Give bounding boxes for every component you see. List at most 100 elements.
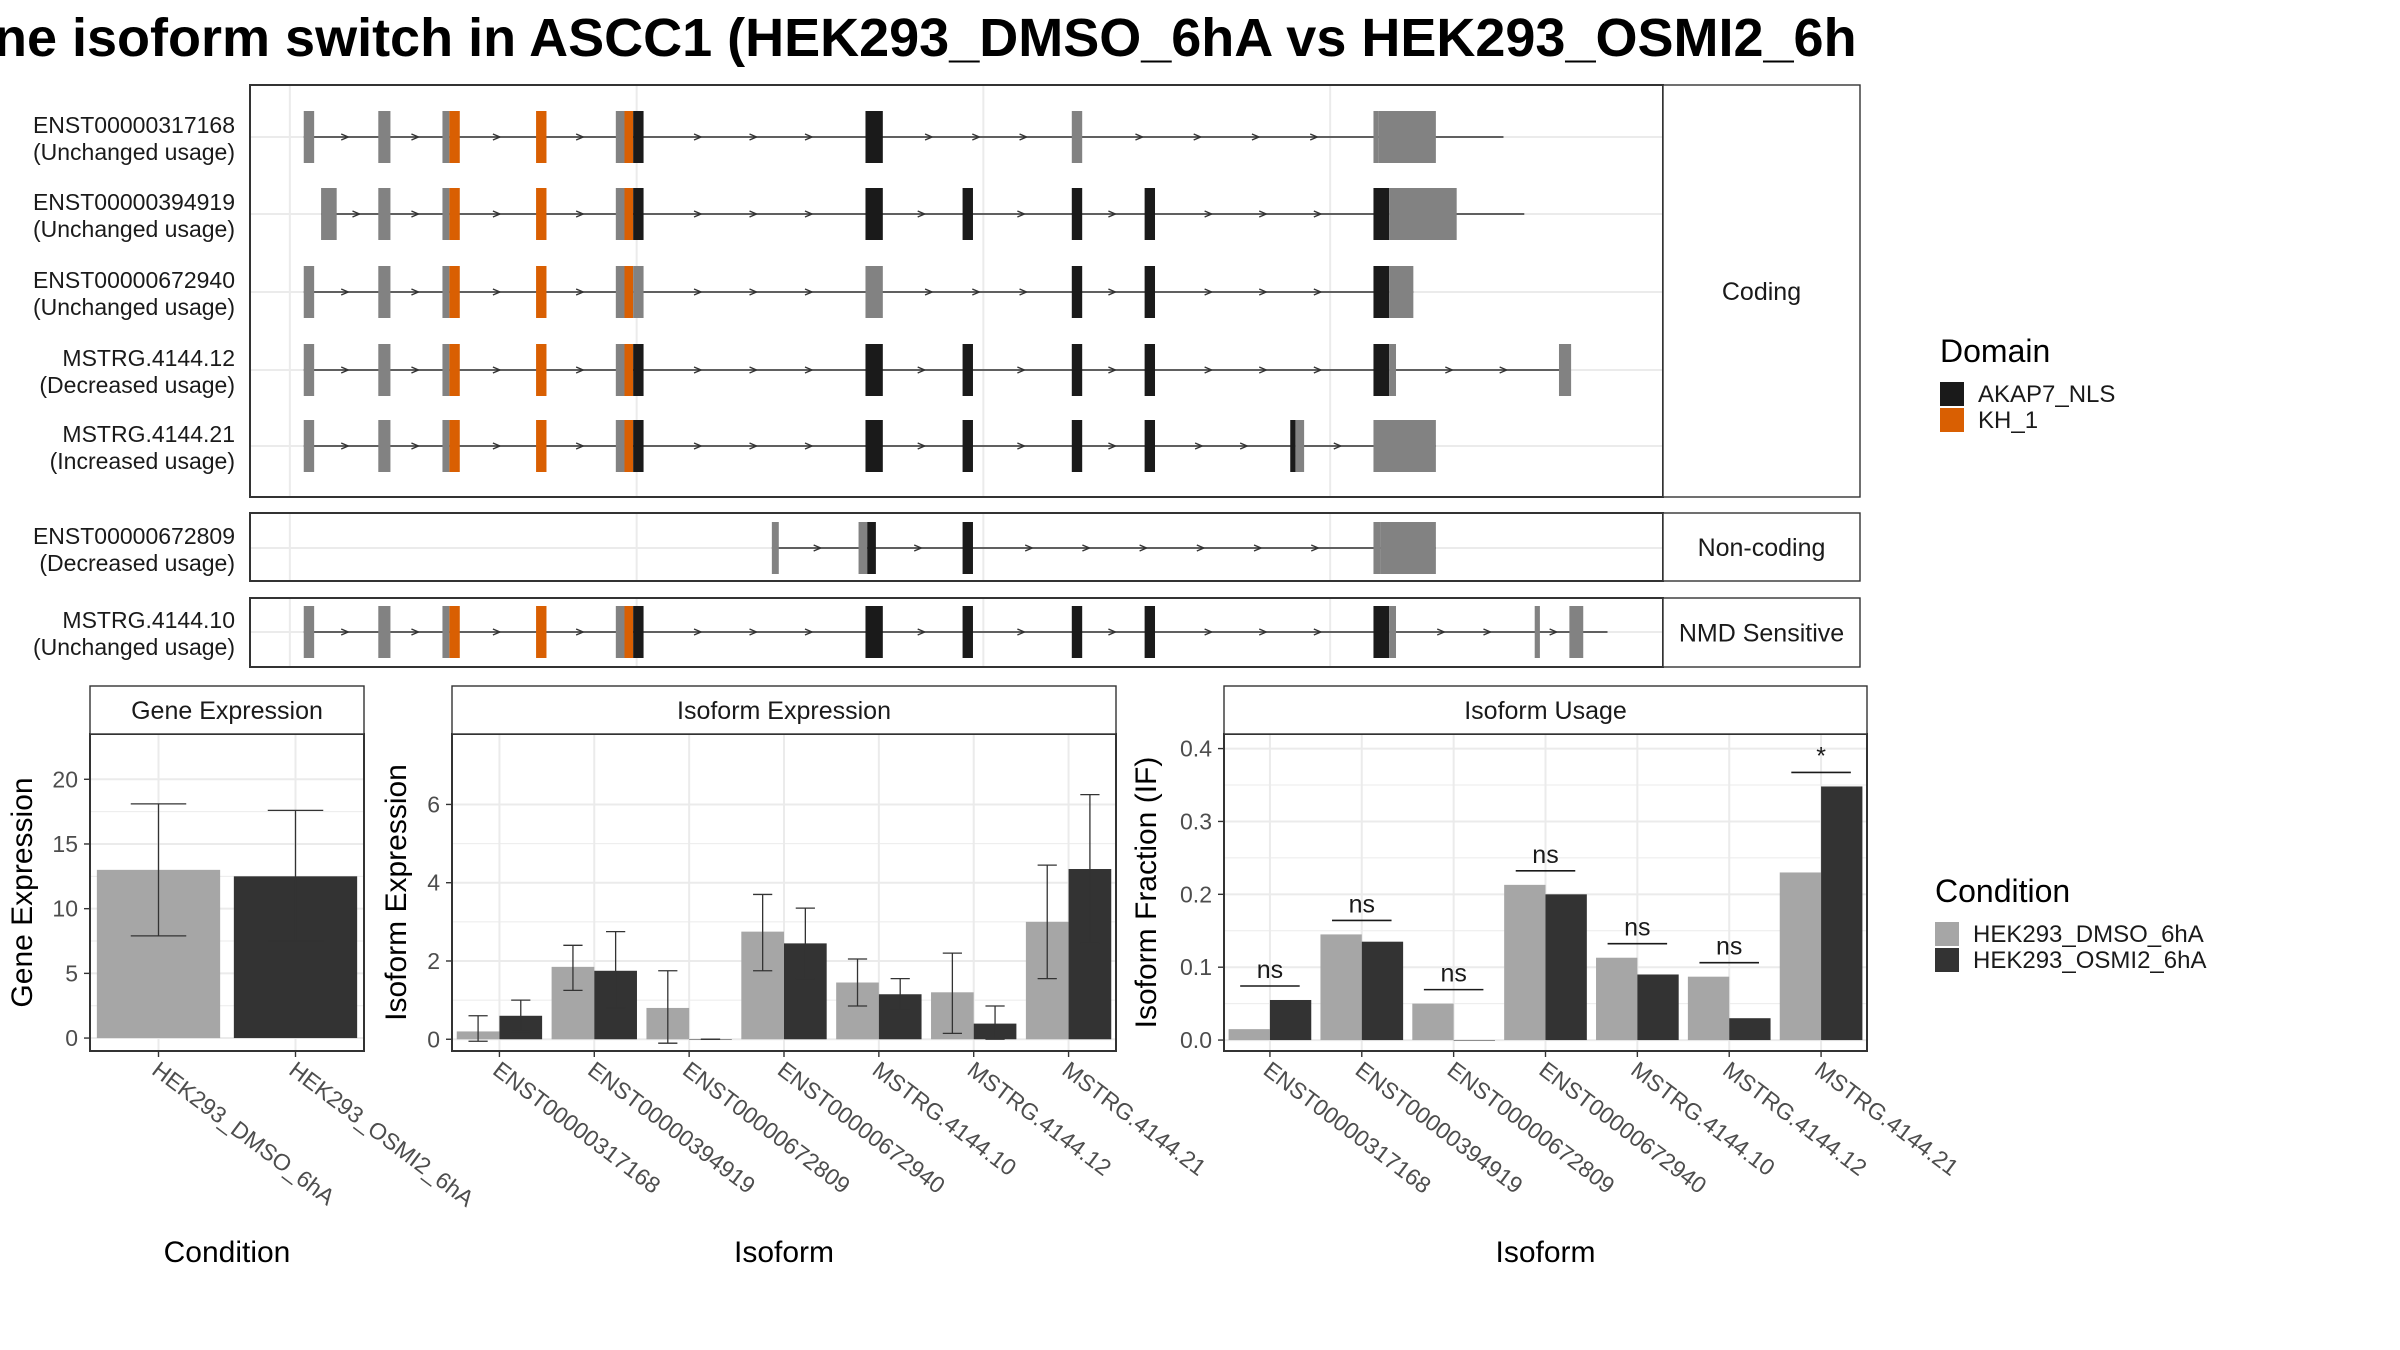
akap7-domain-exon xyxy=(1071,420,1083,472)
y-tick-label: 0.4 xyxy=(1180,736,1212,762)
transcript-id-label: ENST00000672809 xyxy=(33,523,235,549)
intron-direction-arrow xyxy=(1310,544,1321,552)
chart-1: Isoform Expression0246ENST00000317168ENS… xyxy=(380,685,1211,1269)
intron-direction-arrow xyxy=(749,442,759,450)
x-axis-title: Isoform xyxy=(1495,1236,1595,1269)
legend-key xyxy=(1940,408,1964,432)
intron-direction-arrow xyxy=(1204,366,1214,374)
exon xyxy=(303,266,315,318)
intron-direction-arrow xyxy=(340,366,351,374)
transcript-row xyxy=(303,606,1608,658)
facet-strip xyxy=(1662,597,1861,668)
transcript-usage-label: (Decreased usage) xyxy=(39,550,235,576)
kh-domain-exon xyxy=(624,188,634,240)
exon xyxy=(303,111,315,163)
x-tick-label: ENST00000394919 xyxy=(1351,1056,1528,1198)
transcript-usage-label: (Unchanged usage) xyxy=(33,139,235,165)
intron-direction-arrow xyxy=(411,133,421,141)
akap7-domain-exon xyxy=(962,522,973,574)
exon xyxy=(615,188,625,240)
intron-direction-arrow xyxy=(1204,288,1214,296)
intron-direction-arrow xyxy=(693,366,703,374)
intron-direction-arrow xyxy=(804,628,814,636)
x-tick-label: ENST00000672809 xyxy=(678,1056,855,1198)
bar xyxy=(1228,1029,1270,1041)
exon xyxy=(303,344,315,396)
intron-direction-arrow xyxy=(1436,628,1447,636)
intron-direction-arrow xyxy=(1258,366,1269,374)
y-tick-label: 0.2 xyxy=(1180,881,1212,907)
exon xyxy=(442,420,450,472)
akap7-domain-exon xyxy=(1144,266,1156,318)
intron-direction-arrow xyxy=(924,133,934,141)
intron-direction-arrow xyxy=(1258,628,1269,636)
exon xyxy=(771,522,779,574)
akap7-domain-exon xyxy=(865,606,883,658)
legend-label: KH_1 xyxy=(1978,407,2038,434)
exon xyxy=(1389,606,1397,658)
intron-direction-arrow xyxy=(575,628,585,636)
exon xyxy=(1373,111,1379,163)
intron-direction-arrow xyxy=(1258,288,1269,296)
intron-direction-arrow xyxy=(575,288,585,296)
exon xyxy=(378,606,391,658)
transcript-id-label: ENST00000394919 xyxy=(33,189,235,215)
intron-direction-arrow xyxy=(1108,288,1118,296)
exon xyxy=(1389,344,1397,396)
akap7-domain-exon xyxy=(1373,344,1390,396)
bar xyxy=(1412,1003,1454,1041)
intron-direction-arrow xyxy=(411,210,421,218)
intron-direction-arrow xyxy=(492,366,502,374)
intron-direction-arrow xyxy=(693,133,703,141)
x-tick-label: ENST00000394919 xyxy=(583,1056,760,1198)
legend-label: HEK293_DMSO_6hA xyxy=(1973,921,2204,948)
intron-direction-arrow xyxy=(1204,628,1214,636)
akap7-domain-exon xyxy=(1071,266,1083,318)
transcript-id-label: MSTRG.4144.10 xyxy=(62,607,235,633)
bar xyxy=(1545,894,1587,1041)
intron-direction-arrow xyxy=(575,442,585,450)
exon xyxy=(378,420,391,472)
transcript-id-label: ENST00000672940 xyxy=(33,267,235,293)
intron-direction-arrow xyxy=(1082,544,1092,552)
y-tick-label: 10 xyxy=(52,896,78,922)
legend-title: Domain xyxy=(1940,333,2050,369)
transcript-row xyxy=(303,111,1504,163)
y-tick-label: 15 xyxy=(52,831,78,857)
intron-direction-arrow xyxy=(340,628,351,636)
intron-direction-arrow xyxy=(693,442,703,450)
exon xyxy=(1071,111,1083,163)
intron-direction-arrow xyxy=(1019,288,1029,296)
exon xyxy=(1389,266,1414,318)
legend-label: AKAP7_NLS xyxy=(1978,381,2115,408)
akap7-domain-exon xyxy=(1290,420,1296,472)
intron-direction-arrow xyxy=(749,628,759,636)
akap7-domain-exon xyxy=(633,344,644,396)
x-tick-label: ENST00000672809 xyxy=(1443,1056,1620,1198)
transcript-usage-label: (Unchanged usage) xyxy=(33,216,235,242)
expression-bar-charts: Gene Expression05101520HEK293_DMSO_6hAHE… xyxy=(6,685,1964,1269)
x-axis-title: Condition xyxy=(164,1236,291,1269)
kh-domain-exon xyxy=(624,606,634,658)
akap7-domain-exon xyxy=(1071,606,1083,658)
facet-strip xyxy=(1662,84,1861,498)
exon xyxy=(858,522,868,574)
transcript-usage-label: (Unchanged usage) xyxy=(33,634,235,660)
intron-direction-arrow xyxy=(492,133,502,141)
intron-direction-arrow xyxy=(1309,133,1319,141)
intron-direction-arrow xyxy=(1251,133,1261,141)
intron-direction-arrow xyxy=(575,366,585,374)
akap7-domain-exon xyxy=(1373,606,1390,658)
exon xyxy=(1558,344,1572,396)
intron-direction-arrow xyxy=(1499,366,1509,374)
exon xyxy=(378,344,391,396)
figure-title: ne isoform switch in ASCC1 (HEK293_DMSO_… xyxy=(0,8,1857,68)
y-tick-label: 0 xyxy=(427,1026,440,1052)
intron-direction-arrow xyxy=(492,628,502,636)
transcript-row xyxy=(771,522,1436,574)
intron-direction-arrow xyxy=(913,544,924,552)
x-axis-title: Isoform xyxy=(734,1236,834,1269)
exon xyxy=(1389,188,1457,240)
intron-direction-arrow xyxy=(1019,133,1029,141)
bar xyxy=(1821,786,1863,1041)
